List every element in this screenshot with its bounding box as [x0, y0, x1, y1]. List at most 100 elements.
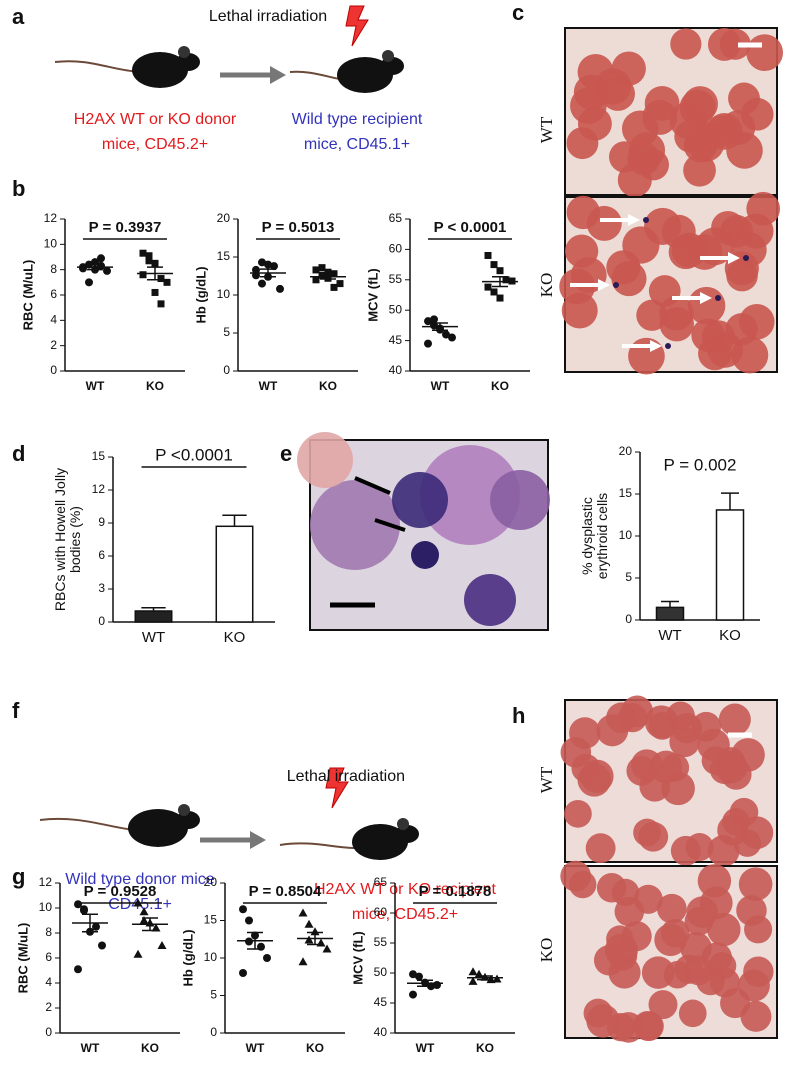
point	[151, 259, 159, 267]
sem-bar	[87, 263, 103, 271]
point	[336, 280, 344, 288]
y-axis-label: Hb (g/dL)	[180, 929, 195, 986]
micrograph-label: WT	[537, 766, 556, 793]
sem-bar	[417, 979, 433, 987]
cell	[490, 470, 550, 530]
y-tick-label: 55	[374, 935, 388, 949]
x-tick-label: KO	[306, 1041, 324, 1055]
cell	[669, 726, 700, 758]
y-tick-label: 20	[204, 875, 218, 889]
point	[324, 268, 332, 276]
micrograph-label: KO	[537, 938, 556, 963]
y-tick-label: 5	[625, 570, 632, 584]
y-tick-label: 10	[204, 950, 218, 964]
y-tick-label: 40	[389, 363, 403, 377]
p-value: P = 0.3937	[89, 219, 162, 236]
y-axis-label: bodies (%)	[67, 506, 83, 573]
cell	[737, 969, 770, 1002]
x-tick-label: WT	[416, 1041, 435, 1055]
cell	[720, 110, 756, 145]
y-tick-label: 65	[389, 211, 403, 225]
point	[330, 270, 338, 278]
bar	[215, 525, 254, 623]
inclusion	[715, 295, 721, 301]
y-tick-label: 20	[619, 444, 633, 458]
cell	[606, 250, 641, 285]
y-tick-label: 55	[389, 272, 403, 286]
x-tick-label: WT	[431, 379, 450, 393]
point	[151, 288, 159, 296]
cell	[628, 337, 665, 375]
cell	[708, 952, 737, 980]
point	[415, 972, 423, 981]
point	[145, 257, 153, 265]
y-tick-label: 60	[374, 905, 388, 919]
x-tick-label: KO	[224, 629, 246, 646]
cell	[310, 480, 400, 570]
x-tick-label: WT	[658, 627, 681, 644]
point	[304, 935, 314, 944]
panel-letter: f	[12, 698, 20, 723]
recipient-label: H2AX WT or KO recipient	[314, 881, 497, 898]
cell	[731, 232, 767, 268]
x-tick-label: WT	[81, 1041, 100, 1055]
point	[318, 264, 326, 272]
cell	[726, 259, 758, 292]
point	[448, 333, 456, 342]
point	[312, 276, 320, 284]
cell	[661, 214, 696, 249]
point	[468, 976, 478, 985]
point	[163, 278, 171, 286]
y-tick-label: 15	[217, 249, 231, 263]
diagram-a: Lethal irradiation H2AX WT or KO donor m…	[54, 5, 423, 153]
point	[103, 266, 111, 275]
point	[298, 908, 308, 917]
cell	[642, 100, 678, 135]
y-tick-label: 50	[374, 965, 388, 979]
y-axis-label: RBC (M/uL)	[20, 260, 35, 331]
point	[92, 922, 100, 931]
cell	[564, 800, 592, 828]
y-tick-label: 10	[39, 900, 53, 914]
cell	[297, 432, 353, 488]
y-tick-label: 6	[45, 950, 52, 964]
point	[258, 279, 266, 288]
x-tick-label: KO	[719, 627, 741, 644]
point	[139, 907, 149, 916]
y-axis-label: RBC (M/uL)	[15, 923, 30, 994]
y-tick-label: 9	[98, 515, 105, 529]
y-tick-label: 10	[619, 528, 633, 542]
y-axis-label: MCV (fL)	[365, 268, 380, 321]
cell	[577, 106, 612, 141]
cell	[731, 336, 769, 374]
cell	[586, 1004, 620, 1038]
point	[98, 941, 106, 950]
cell	[670, 28, 702, 60]
cell	[560, 860, 592, 892]
cell	[632, 1010, 663, 1041]
y-axis-label: MCV (fL)	[350, 931, 365, 984]
y-tick-label: 20	[217, 211, 231, 225]
point	[270, 262, 278, 271]
point	[409, 990, 417, 999]
inclusion	[743, 255, 749, 261]
y-tick-label: 0	[45, 1025, 52, 1039]
inclusion	[613, 282, 619, 288]
x-tick-label: KO	[146, 379, 164, 393]
point	[258, 258, 266, 267]
cell	[657, 893, 687, 924]
y-tick-label: 40	[374, 1025, 388, 1039]
point	[264, 260, 272, 269]
y-tick-label: 2	[50, 338, 57, 352]
sem-bar	[432, 322, 448, 332]
cell	[617, 162, 652, 198]
y-tick-label: 0	[98, 614, 105, 628]
y-axis-label: % dysplastic	[579, 497, 595, 575]
point	[433, 981, 441, 989]
inclusion	[665, 343, 671, 349]
x-tick-label: WT	[246, 1041, 265, 1055]
y-tick-label: 3	[98, 581, 105, 595]
sem-bar	[82, 913, 98, 933]
p-value: P = 0.002	[664, 455, 737, 474]
cell	[596, 714, 629, 747]
